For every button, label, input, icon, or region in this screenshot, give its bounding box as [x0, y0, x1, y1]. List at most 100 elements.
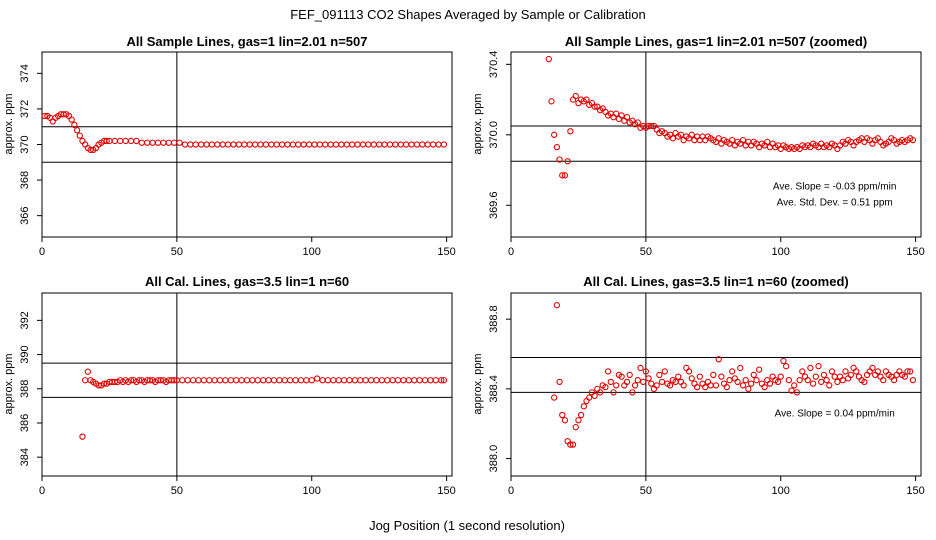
data-point	[831, 373, 838, 380]
data-point	[909, 136, 917, 144]
data-point	[313, 375, 321, 382]
data-point	[82, 377, 89, 384]
y-tick-label: 384	[19, 448, 31, 466]
data-point	[653, 126, 660, 133]
data-point	[79, 433, 86, 440]
data-point	[157, 377, 164, 384]
data-point	[626, 371, 633, 379]
data-point	[84, 368, 92, 375]
data-point	[575, 417, 582, 424]
data-point	[904, 368, 911, 375]
data-point	[567, 128, 574, 135]
data-point	[378, 377, 386, 384]
data-point	[71, 121, 78, 129]
data-point	[49, 118, 56, 125]
data-point	[845, 375, 852, 382]
y-tick-label: 370.0	[488, 121, 500, 149]
data-point	[276, 377, 283, 384]
data-point	[818, 140, 825, 147]
data-point	[416, 377, 423, 384]
data-point	[76, 132, 83, 139]
data-point	[623, 114, 631, 121]
data-point	[642, 368, 650, 375]
data-point	[613, 110, 620, 117]
data-point	[419, 141, 426, 148]
data-point	[376, 141, 383, 148]
y-tick-label: 388	[19, 380, 31, 398]
data-point	[869, 140, 876, 147]
x-tick-label: 50	[640, 246, 652, 258]
data-point	[742, 376, 749, 384]
data-point	[402, 141, 410, 148]
data-point	[327, 141, 334, 148]
x-tick-label: 0	[39, 246, 45, 258]
y-tick-label: 392	[19, 311, 31, 329]
data-point	[801, 373, 809, 380]
data-point	[73, 127, 81, 134]
data-point	[699, 133, 706, 140]
data-point	[861, 138, 868, 146]
data-point	[591, 392, 598, 399]
data-point	[559, 411, 566, 419]
data-point	[235, 141, 243, 148]
data-point	[747, 142, 755, 149]
data-point	[707, 382, 714, 389]
data-point	[745, 385, 752, 393]
data-point	[176, 139, 183, 146]
data-point	[400, 377, 407, 384]
data-point	[127, 377, 135, 384]
data-point	[634, 119, 641, 126]
chart-panel-3: All Cal. Lines, gas=3.5 lin=1 n=60 0 50 100…	[3, 274, 456, 497]
data-point	[224, 141, 232, 148]
data-point	[427, 377, 434, 384]
data-point	[545, 55, 552, 63]
y-tick-label: 388.8	[488, 305, 500, 333]
data-point	[688, 375, 695, 382]
data-point	[774, 378, 782, 386]
data-point	[677, 378, 685, 386]
data-point	[222, 377, 229, 384]
data-point	[729, 136, 736, 144]
data-point	[561, 417, 569, 424]
data-point	[564, 437, 571, 445]
data-point	[103, 137, 110, 145]
data-point	[392, 141, 399, 148]
data-point	[834, 378, 841, 386]
data-point	[764, 138, 771, 146]
data-point	[645, 375, 652, 382]
data-point	[580, 403, 587, 410]
data-point	[909, 376, 917, 384]
y-tick-label: 368	[19, 171, 31, 189]
data-point	[122, 137, 129, 145]
data-point	[812, 373, 819, 380]
data-point	[712, 382, 720, 389]
data-point	[688, 131, 695, 138]
data-point	[394, 377, 402, 384]
y-axis-label: approx. ppm	[472, 93, 484, 154]
data-point	[834, 145, 841, 153]
data-point	[693, 383, 701, 391]
data-point	[648, 380, 655, 387]
data-point	[704, 378, 712, 386]
data-point	[135, 377, 143, 384]
data-point	[208, 141, 216, 148]
data-point	[836, 142, 844, 149]
data-point	[335, 377, 342, 384]
x-tick-label: 0	[508, 246, 514, 258]
x-tick-label: 150	[906, 485, 924, 497]
data-point	[551, 131, 558, 138]
data-point	[551, 394, 558, 401]
data-point	[133, 137, 140, 145]
data-point	[435, 141, 442, 148]
data-point	[260, 377, 267, 384]
data-point	[322, 141, 329, 148]
y-tick-label: 374	[19, 64, 31, 82]
data-point	[615, 115, 623, 123]
data-point	[251, 141, 259, 148]
data-point	[602, 383, 609, 391]
y-tick-label: 369.6	[488, 192, 500, 220]
y-tick-label: 370	[19, 135, 31, 153]
data-point	[184, 377, 191, 384]
data-point	[842, 368, 849, 375]
data-point	[187, 141, 194, 148]
